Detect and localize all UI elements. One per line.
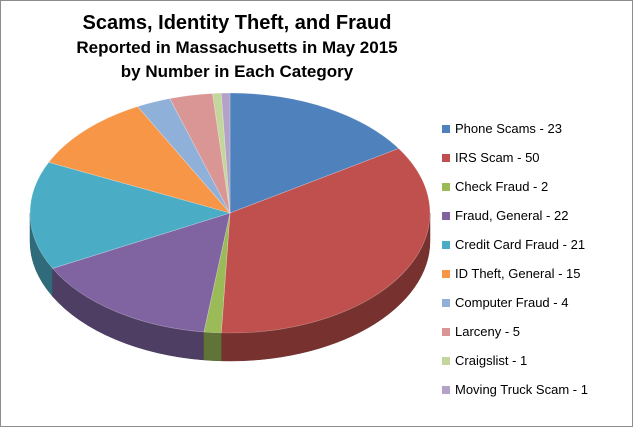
pie-slice-4: [52, 212, 231, 333]
legend-label: Check Fraud - 2: [455, 179, 549, 194]
legend-item-3: Check Fraud - 2: [442, 172, 632, 201]
legend-label: Larceny - 5: [455, 324, 521, 339]
pie-slice-8: [169, 93, 231, 214]
pie-slice-6: [48, 106, 231, 214]
legend-label: Fraud, General - 22: [455, 208, 569, 223]
legend-swatch: [442, 356, 450, 365]
legend-item-8: Larceny - 5: [442, 317, 632, 346]
pie-slice-2: [220, 148, 431, 334]
legend-item-4: Fraud, General - 22: [442, 201, 632, 230]
legend-item-10: Moving Truck Scam - 1: [442, 375, 632, 404]
pie-slice-5: [29, 161, 232, 269]
chart-title-line-2: Reported in Massachusetts in May 2015: [76, 38, 398, 57]
legend-label: Credit Card Fraud - 21: [455, 237, 586, 252]
legend-label: Phone Scams - 23: [455, 121, 562, 136]
chart-title-line-1: Scams, Identity Theft, and Fraud: [82, 12, 392, 34]
legend-item-7: Computer Fraud - 4: [442, 288, 632, 317]
pie-slice-side-3: [203, 331, 222, 362]
chart-legend: Phone Scams - 23 IRS Scam - 50 Check Fraud…: [442, 114, 632, 404]
legend-label: Craigslist - 1: [455, 353, 528, 368]
legend-label: Moving Truck Scam - 1: [455, 382, 588, 397]
legend-label: ID Theft, General - 15: [455, 266, 581, 281]
legend-swatch: [442, 240, 450, 249]
legend-swatch: [442, 211, 450, 220]
chart-title: Scams, Identity Theft, and Fraud Reporte…: [1, 11, 473, 84]
legend-item-5: Credit Card Fraud - 21: [442, 230, 632, 259]
legend-swatch: [442, 298, 450, 307]
legend-swatch: [442, 124, 450, 133]
legend-label: Computer Fraud - 4: [455, 295, 569, 310]
legend-swatch: [442, 385, 450, 394]
legend-swatch: [442, 327, 450, 336]
pie-top: [29, 92, 431, 334]
pie-slice-1: [229, 92, 400, 214]
pie-slice-3: [203, 212, 231, 334]
pie-slice-7: [137, 98, 231, 214]
pie-sides: [29, 212, 431, 362]
pie-slice-10: [220, 92, 231, 214]
chart-title-line-3: by Number in Each Category: [120, 62, 354, 81]
legend-swatch: [442, 153, 450, 162]
legend-item-9: Craigslist - 1: [442, 346, 632, 375]
legend-item-1: Phone Scams - 23: [442, 114, 632, 143]
legend-label: IRS Scam - 50: [455, 150, 540, 165]
legend-item-6: ID Theft, General - 15: [442, 259, 632, 288]
legend-swatch: [442, 182, 450, 191]
legend-item-2: IRS Scam - 50: [442, 143, 632, 172]
legend-swatch: [442, 269, 450, 278]
pie-slice-9: [212, 92, 231, 214]
